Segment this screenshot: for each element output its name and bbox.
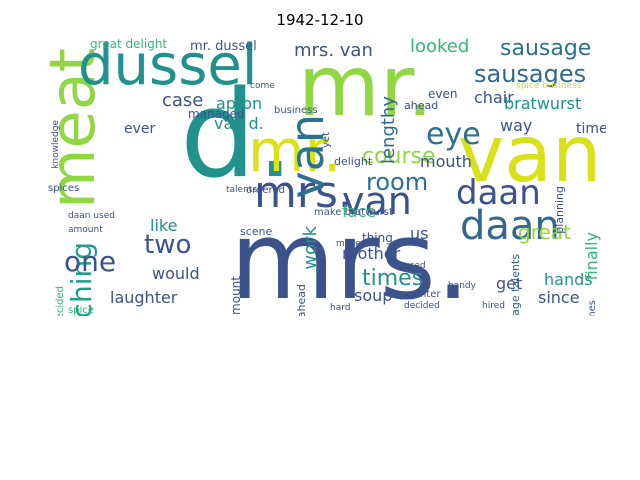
word-55: ordered [246, 185, 285, 196]
word-43: ever [124, 121, 156, 137]
word-56: scene [240, 225, 273, 238]
word-58: hard times [587, 300, 598, 316]
word-42: van d. [214, 114, 264, 133]
word-41: us [410, 224, 429, 243]
word-0: mrs. [230, 199, 471, 316]
word-44: way [500, 116, 533, 135]
word-31: face [342, 202, 377, 221]
word-17: two [144, 230, 192, 260]
word-33: laughter [110, 288, 178, 307]
word-8: van [280, 114, 334, 199]
word-66: used [404, 261, 426, 271]
word-63: knowledge [51, 120, 61, 169]
word-3: van [458, 110, 602, 200]
word-61: business [274, 105, 318, 116]
word-70: hard [330, 303, 351, 313]
word-10: van [342, 179, 412, 223]
word-71: spice business [516, 81, 582, 91]
word-6: dussel [78, 36, 258, 98]
word-47: great delight [90, 37, 168, 51]
image-title: 1942-12-10 [276, 11, 364, 29]
word-21: great [518, 220, 571, 244]
word-30: work [300, 226, 321, 270]
word-36: since [538, 288, 580, 307]
word-18: one [64, 245, 117, 278]
word-51: even [428, 87, 458, 101]
word-2: d. [180, 66, 295, 205]
word-74: daan decided [55, 286, 66, 316]
word-27: bratwurst [504, 94, 582, 113]
word-19: course [362, 144, 436, 169]
word-24: case [162, 90, 204, 111]
word-29: mouth [420, 152, 472, 171]
word-75: daan used [68, 211, 115, 221]
word-35: like [150, 216, 178, 235]
word-50: sausage talents [509, 254, 522, 316]
word-67: counter [402, 289, 441, 300]
word-72: talents [226, 185, 258, 195]
word-60: delight [334, 155, 373, 168]
word-40: soup [354, 286, 393, 305]
word-57: planning [553, 186, 566, 234]
word-23: looked [410, 36, 470, 57]
word-cloud: mrs. mr. d. van mrs. meat dussel mr. van daan van d… [40, 36, 606, 316]
word-52: make bratwurst [314, 207, 393, 218]
word-49: thing [362, 231, 393, 245]
word-28: lengthy [378, 96, 399, 165]
word-15: sausage [500, 36, 592, 61]
word-1: mr. [298, 37, 434, 135]
word-14: sausages [474, 60, 587, 88]
word-13: eye [426, 117, 481, 152]
word-59: ahead [404, 99, 439, 112]
word-4: mrs. [254, 167, 352, 218]
word-25: apron [216, 94, 263, 113]
word-32: mother [342, 244, 401, 263]
word-12: room [366, 168, 429, 196]
word-65: hired [482, 301, 505, 311]
word-78: make [336, 239, 361, 249]
word-62: spices [48, 183, 80, 194]
word-37: hands [544, 270, 593, 289]
word-39: finally [582, 232, 601, 281]
word-54: times ahead [295, 284, 308, 316]
word-20: times [362, 266, 424, 291]
word-11: daan [456, 173, 541, 213]
word-64: amount [68, 225, 103, 235]
word-68: handy [448, 281, 476, 291]
word-38: get [496, 274, 523, 293]
word-69: decided [404, 301, 440, 311]
word-46: mr. dussel [190, 39, 257, 54]
word-73: spice [68, 305, 94, 316]
word-53: large amount [229, 276, 243, 316]
word-45: time [576, 121, 606, 137]
word-9: daan [460, 203, 560, 249]
word-7: mr. [248, 117, 342, 185]
word-77: come [250, 81, 275, 91]
word-22: mrs. van [294, 40, 373, 61]
word-76: yet [321, 132, 332, 148]
word-26: chair [474, 88, 514, 107]
word-48: managed [188, 107, 245, 121]
word-34: would [152, 264, 200, 283]
